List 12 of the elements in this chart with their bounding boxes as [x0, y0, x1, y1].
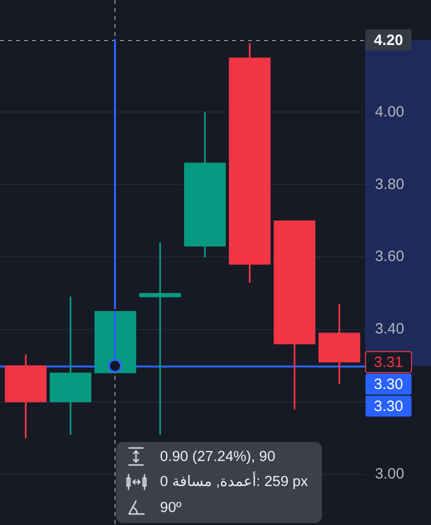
text: 3.30	[374, 398, 404, 416]
y-tick-label: 3.60	[375, 248, 404, 266]
text: 3.31	[374, 354, 404, 372]
ref-line-label: 4.20	[374, 32, 404, 49]
candlestick	[50, 296, 92, 435]
ref-line-label: 3.30	[374, 376, 404, 394]
y-tick-label: 4.00	[375, 103, 404, 120]
y-tick-label: 3.40	[375, 320, 404, 338]
y-tick-label: 3.00	[375, 465, 404, 482]
annotation: 90º	[160, 500, 182, 516]
y-tick-label: 3.80	[375, 176, 404, 193]
annotation: 0.90 (27.24%), 90	[160, 448, 276, 465]
